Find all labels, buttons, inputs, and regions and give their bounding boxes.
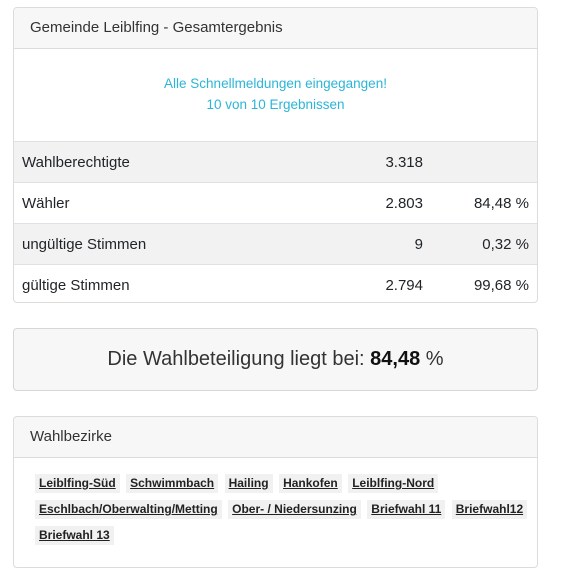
row-percent: 84,48 %: [438, 182, 537, 224]
districts-card: Wahlbezirke Leiblfing-Süd Schwimmbach Ha…: [13, 416, 538, 568]
reporting-status: Alle Schnellmeldungen eingegangen!: [164, 76, 387, 91]
turnout-banner: Die Wahlbeteiligung liegt bei: 84,48 %: [13, 328, 538, 391]
districts-title: Wahlbezirke: [14, 417, 537, 458]
district-link[interactable]: Ober- / Niedersunzing: [228, 500, 361, 519]
district-link[interactable]: Leiblfing-Nord: [348, 474, 439, 493]
row-value: 2.803: [310, 182, 438, 224]
district-link[interactable]: Leiblfing-Süd: [35, 474, 120, 493]
turnout-value: 84,48: [370, 348, 421, 370]
district-link[interactable]: Briefwahl12: [451, 500, 528, 519]
row-percent: 99,68 %: [438, 264, 537, 306]
table-row: Wahlberechtigte 3.318: [14, 141, 537, 183]
row-label: ungültige Stimmen: [14, 223, 310, 265]
district-link[interactable]: Briefwahl 13: [35, 526, 114, 545]
turnout-prefix: Die Wahlbeteiligung liegt bei:: [107, 348, 371, 370]
table-row: ungültige Stimmen 9 0,32 %: [14, 223, 537, 265]
reporting-notice: Alle Schnellmeldungen eingegangen! 10 vo…: [14, 49, 537, 141]
district-link[interactable]: Schwimmbach: [126, 474, 219, 493]
district-list: Leiblfing-Süd Schwimmbach Hailing Hankof…: [14, 458, 537, 548]
row-percent: 0,32 %: [438, 223, 537, 265]
district-link[interactable]: Briefwahl 11: [367, 500, 446, 519]
reporting-count: 10 von 10 Ergebnissen: [206, 97, 345, 112]
district-link[interactable]: Hailing: [224, 474, 273, 493]
row-value: 3.318: [310, 141, 438, 183]
row-label: Wahlberechtigte: [14, 141, 310, 183]
row-value: 9: [310, 223, 438, 265]
district-link[interactable]: Hankofen: [279, 474, 342, 493]
row-label: Wähler: [14, 182, 310, 224]
table-row: Wähler 2.803 84,48 %: [14, 182, 537, 224]
row-percent: [438, 141, 537, 183]
turnout-suffix: %: [420, 348, 444, 370]
result-card: Gemeinde Leiblfing - Gesamtergebnis Alle…: [13, 7, 538, 306]
result-table: Wahlberechtigte 3.318 Wähler 2.803 84,48…: [14, 141, 537, 306]
district-link[interactable]: Eschlbach/Oberwalting/Metting: [35, 500, 222, 519]
row-label: gültige Stimmen: [14, 264, 310, 306]
row-value: 2.794: [310, 264, 438, 306]
table-row: gültige Stimmen 2.794 99,68 %: [14, 264, 537, 306]
result-card-title: Gemeinde Leiblfing - Gesamtergebnis: [14, 8, 537, 49]
